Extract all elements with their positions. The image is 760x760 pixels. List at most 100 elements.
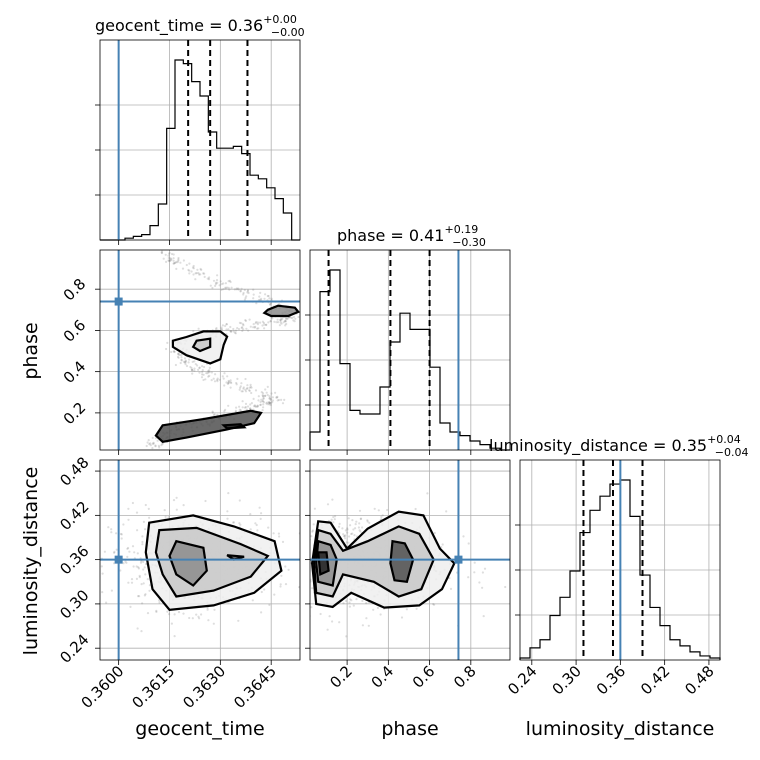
sample-point [142,520,145,524]
sample-point [253,405,256,408]
sample-point [179,261,182,264]
sample-point [120,533,123,536]
sample-point [426,492,429,495]
sample-point [204,499,207,503]
sample-point [274,391,277,394]
sample-point [271,317,274,320]
sample-point [170,622,173,625]
sample-point [351,532,354,535]
sample-point [262,397,265,400]
sample-point [262,398,265,401]
sample-point [240,326,243,330]
sample-point [265,323,268,326]
sample-point [242,293,245,296]
sample-point [284,562,286,564]
sample-point [358,509,362,512]
sample-point [304,595,306,597]
sample-point [193,369,196,372]
sample-point [269,402,272,405]
sample-point [216,274,219,277]
sample-point [263,594,265,596]
sample-point [141,543,144,546]
sample-point [276,395,279,398]
sample-point [252,397,255,400]
sample-point [292,595,294,597]
sample-point [188,358,191,361]
sample-point [432,603,435,606]
sample-point [239,409,242,412]
sample-point [227,404,230,407]
sample-point [280,398,283,401]
sample-point [236,327,239,330]
sample-point [210,371,213,374]
sample-point [342,602,345,605]
sample-point [229,379,232,382]
sample-point [148,584,151,587]
sample-point [227,286,230,289]
sample-point [306,564,308,566]
sample-point [130,581,134,584]
sample-point [243,406,247,409]
sample-point [214,373,217,376]
sample-point [259,291,262,294]
y-tick-label: 0.8 [60,275,90,305]
sample-point [177,611,181,614]
sample-point [242,324,245,327]
sample-point [307,580,309,582]
sample-point [241,326,244,329]
sample-point [250,402,253,405]
panel-frame-geocent_time-luminosity_distance [99,459,301,661]
sample-point [240,287,243,290]
sample-point [176,355,180,358]
sample-point [189,365,192,369]
sample-point [245,408,248,411]
sample-point [285,316,288,320]
sample-point [350,599,353,602]
sample-point [265,402,268,405]
sample-point [158,446,161,449]
sample-point [229,330,233,333]
sample-point [168,252,171,255]
sample-point [292,319,295,322]
sample-point [281,402,285,405]
sample-point [235,287,238,290]
sample-point [218,284,221,287]
panel-frame-phase-luminosity_distance [309,459,511,661]
sample-point [241,390,244,393]
sample-point [272,532,275,535]
sample-point [260,590,263,594]
sample-point [256,405,259,408]
sample-point [127,507,130,510]
sample-point [292,587,294,589]
sample-point [448,576,451,580]
sample-point [296,529,298,531]
sample-point [227,379,230,383]
sample-point [156,439,159,442]
sample-point [184,360,187,363]
contour-line [262,304,300,318]
sample-point [268,401,271,404]
sample-point [95,567,97,569]
sample-point [225,323,228,326]
sample-point [262,394,265,398]
sample-point [441,543,444,546]
sample-point [203,365,206,369]
sample-point [237,288,240,291]
sample-point [273,320,276,323]
sample-point [178,353,181,357]
sample-point [366,520,369,523]
sample-point [144,593,147,596]
sample-point [122,523,125,526]
sample-point [249,383,252,386]
sample-point [254,522,257,525]
sample-point [229,381,232,384]
sample-point [245,327,248,330]
sample-point [225,286,229,289]
sample-point [230,330,233,333]
sample-point [303,566,305,568]
sample-point [212,377,215,380]
sample-point [193,367,196,370]
sample-point [203,275,206,278]
sample-point [266,393,269,397]
sample-point [258,506,261,509]
